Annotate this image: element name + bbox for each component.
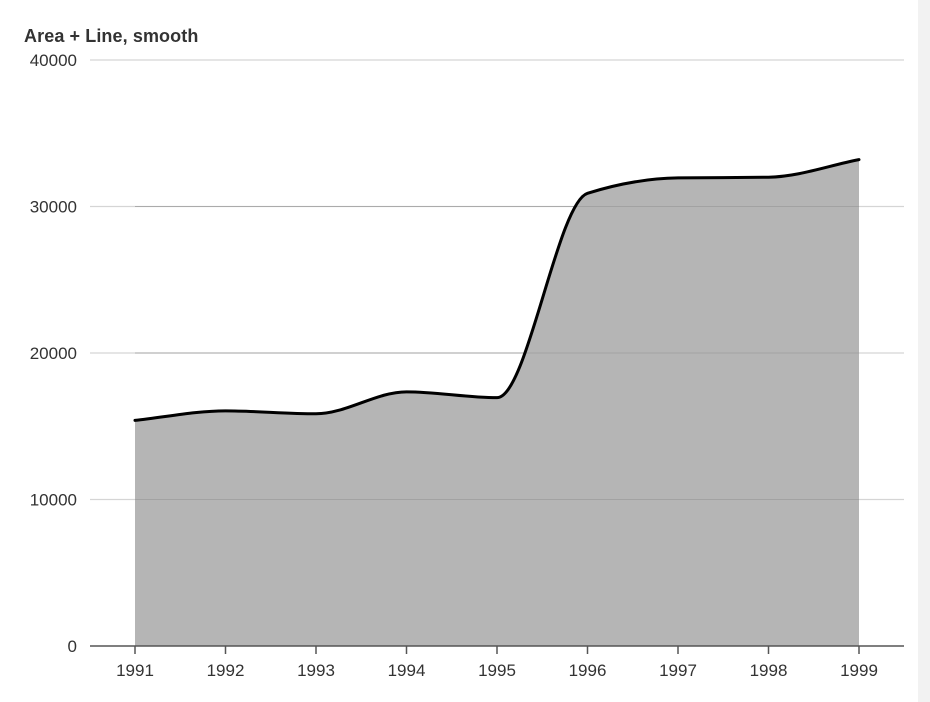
- x-axis-tick-labels: 1991 1992 1993 1994 1995 1996 1997 1998 1999: [116, 661, 878, 680]
- y-tick-label: 0: [68, 637, 77, 656]
- x-tick-label: 1997: [659, 661, 697, 680]
- x-tick-label: 1998: [750, 661, 788, 680]
- x-tick-label: 1996: [569, 661, 607, 680]
- y-tick-label: 20000: [30, 344, 77, 363]
- scrollbar-strip: [918, 0, 930, 702]
- x-tick-label: 1995: [478, 661, 516, 680]
- x-axis: [90, 645, 904, 654]
- area-series: [135, 159, 859, 646]
- x-tick-label: 1999: [840, 661, 878, 680]
- x-tick-label: 1993: [297, 661, 335, 680]
- y-tick-label: 30000: [30, 198, 77, 217]
- x-tick-label: 1991: [116, 661, 154, 680]
- y-tick-label: 40000: [30, 51, 77, 70]
- x-tick-label: 1994: [388, 661, 426, 680]
- x-tick-label: 1992: [207, 661, 245, 680]
- y-tick-label: 10000: [30, 491, 77, 510]
- chart-title: Area + Line, smooth: [24, 26, 199, 46]
- y-axis-tick-labels: 0 10000 20000 30000 40000: [30, 51, 77, 656]
- series-line: [133, 158, 861, 422]
- line-series: [133, 158, 861, 422]
- area-fill: [135, 159, 859, 646]
